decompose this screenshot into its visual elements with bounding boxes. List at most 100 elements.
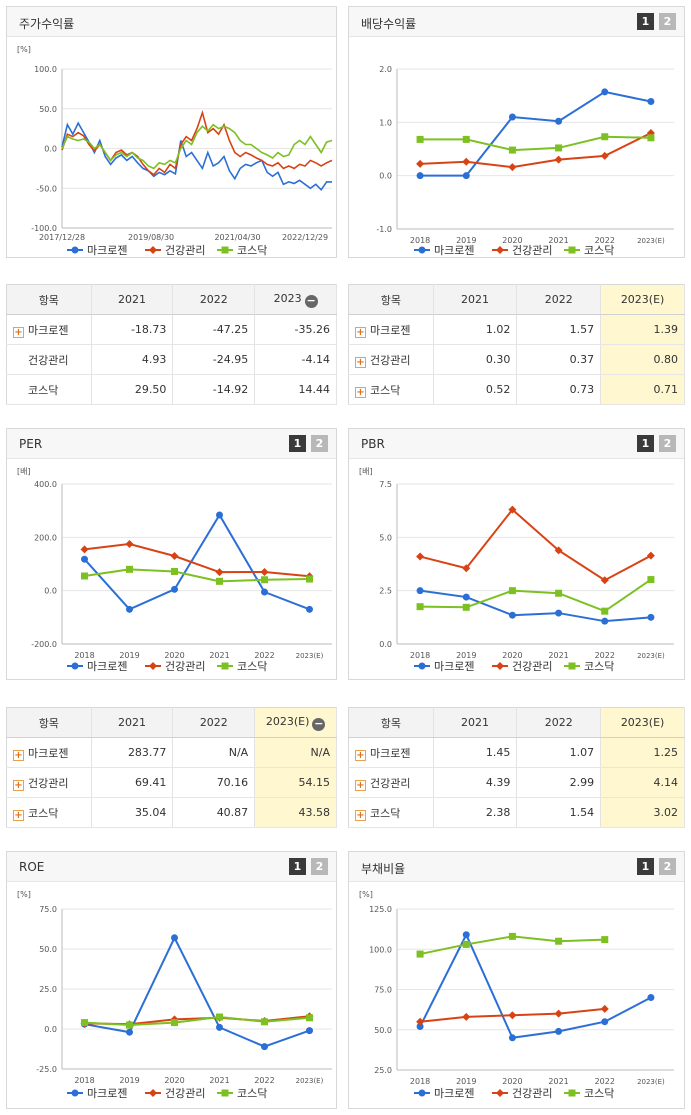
row-label: 마크로젠	[28, 323, 69, 337]
cell: 4.39	[433, 767, 518, 798]
cell: N/A	[254, 737, 337, 768]
row-label: 마크로젠	[28, 746, 69, 760]
header-2021: 2021	[91, 707, 174, 738]
legend-label: 건강관리	[165, 244, 205, 257]
y-tick-label: -200.0	[31, 640, 57, 649]
expand-icon[interactable]: +	[355, 809, 366, 821]
x-tick-label: 2018	[74, 651, 94, 660]
x-tick-label: 2021	[209, 1076, 229, 1085]
x-tick-label: 2023(E)	[637, 652, 665, 660]
series-line	[419, 932, 652, 1039]
y-tick-label: -50.0	[36, 184, 57, 193]
cell: 40.87	[172, 797, 256, 828]
x-tick-label: 2019	[119, 1076, 139, 1085]
y-tick-label: -100.0	[31, 224, 57, 233]
data-point	[647, 576, 655, 584]
data-point	[554, 155, 563, 164]
data-point	[221, 1089, 229, 1097]
dividend-yield-table: 항목 2021 2022 2023(E) + 마크로젠 1.02 1.57 1.3…	[348, 284, 685, 405]
row-label: 건강관리	[28, 776, 69, 790]
panel-header: 주가수익률	[7, 7, 336, 37]
page-1-button[interactable]: 1	[637, 435, 654, 452]
collapse-icon[interactable]: −	[304, 293, 318, 308]
y-tick-label: 1.0	[379, 118, 392, 127]
expand-icon[interactable]: +	[355, 386, 366, 398]
table-header-row: 항목 2021 2022 2023(E)	[348, 707, 685, 738]
page-2-button[interactable]: 2	[659, 858, 676, 875]
x-tick-label: 2021/04/30	[214, 233, 260, 242]
series-line	[84, 1015, 310, 1027]
x-tick-label: 2019	[456, 1077, 476, 1086]
header-item: 항목	[6, 284, 92, 315]
data-point	[508, 1011, 517, 1020]
table-row: + 마크로젠 1.02 1.57 1.39	[348, 314, 685, 345]
x-tick-label: 2021	[548, 651, 568, 660]
expand-icon[interactable]: +	[13, 326, 24, 338]
series-line	[83, 513, 310, 611]
page-1-button[interactable]: 1	[289, 435, 306, 452]
cell: 2.99	[516, 767, 602, 798]
page-2-button[interactable]: 2	[659, 435, 676, 452]
data-point	[216, 577, 223, 585]
data-point	[462, 172, 470, 180]
page-2-button[interactable]: 2	[659, 13, 676, 30]
table-header-row: 항목 2021 2022 2023(E) −	[6, 707, 337, 738]
collapse-icon[interactable]: −	[312, 716, 326, 731]
page-1-button[interactable]: 1	[289, 858, 306, 875]
legend-label: 코스닥	[584, 1087, 614, 1100]
data-point	[261, 1018, 268, 1026]
x-tick-label: 2021	[548, 236, 568, 245]
legend-label: 코스닥	[584, 244, 614, 257]
data-point	[555, 144, 563, 152]
legend-label: 코스닥	[584, 660, 614, 673]
legend-label: 코스닥	[237, 244, 267, 257]
expand-icon[interactable]: +	[355, 326, 366, 338]
data-point	[568, 1089, 576, 1097]
data-point	[170, 552, 179, 560]
expand-icon[interactable]: +	[13, 779, 24, 791]
table-row: 건강관리 4.93 -24.95 -4.14	[6, 344, 337, 375]
header-item: 항목	[348, 284, 434, 315]
data-point	[496, 1089, 504, 1097]
x-tick-label: 2019/08/30	[128, 233, 174, 242]
data-point	[508, 587, 516, 595]
y-tick-label: 50.0	[39, 945, 57, 954]
header-2023e: 2023(E)	[600, 284, 685, 315]
row-label: 코스닥	[28, 383, 59, 397]
expand-icon[interactable]: +	[355, 356, 366, 368]
data-point	[601, 607, 609, 615]
page-2-button[interactable]: 2	[311, 435, 328, 452]
data-point	[508, 113, 516, 121]
data-point	[462, 1012, 471, 1021]
row-label: 건강관리	[370, 776, 411, 790]
data-point	[418, 1089, 426, 1097]
page-2-button[interactable]: 2	[311, 858, 328, 875]
series-line	[420, 132, 652, 169]
cell: 1.25	[600, 737, 685, 768]
x-tick-label: 2021	[209, 651, 229, 660]
page-1-button[interactable]: 1	[637, 13, 654, 30]
data-point	[71, 246, 79, 254]
expand-icon[interactable]: +	[355, 749, 366, 761]
y-tick-label: 50.0	[374, 1026, 392, 1035]
data-point	[600, 576, 609, 585]
roe-chart: [%] 75.0 50.0 25.0 0.0 -25.0 2018 2019 2020 2021 2…	[17, 890, 332, 1100]
expand-icon[interactable]: +	[13, 809, 24, 821]
expand-icon[interactable]: +	[355, 779, 366, 791]
data-point	[462, 940, 470, 948]
data-point	[306, 1027, 313, 1035]
page-1-button[interactable]: 1	[637, 858, 654, 875]
series-line	[420, 578, 652, 613]
header-2021: 2021	[433, 284, 518, 315]
data-point	[601, 1018, 609, 1026]
y-tick-label: 75.0	[39, 905, 57, 914]
cell: 70.16	[172, 767, 256, 798]
x-tick-label: 2018	[410, 236, 430, 245]
cell: 69.41	[91, 767, 174, 798]
expand-icon[interactable]: +	[13, 749, 24, 761]
pbr-panel: PBR 1 2 [배] 7.5 5.0 2.5 0.0 2018 2019 2020 2021 2…	[348, 428, 685, 680]
data-point	[171, 1019, 178, 1027]
panel-header: 부채비율 1 2	[349, 852, 684, 882]
cell: 4.14	[600, 767, 685, 798]
